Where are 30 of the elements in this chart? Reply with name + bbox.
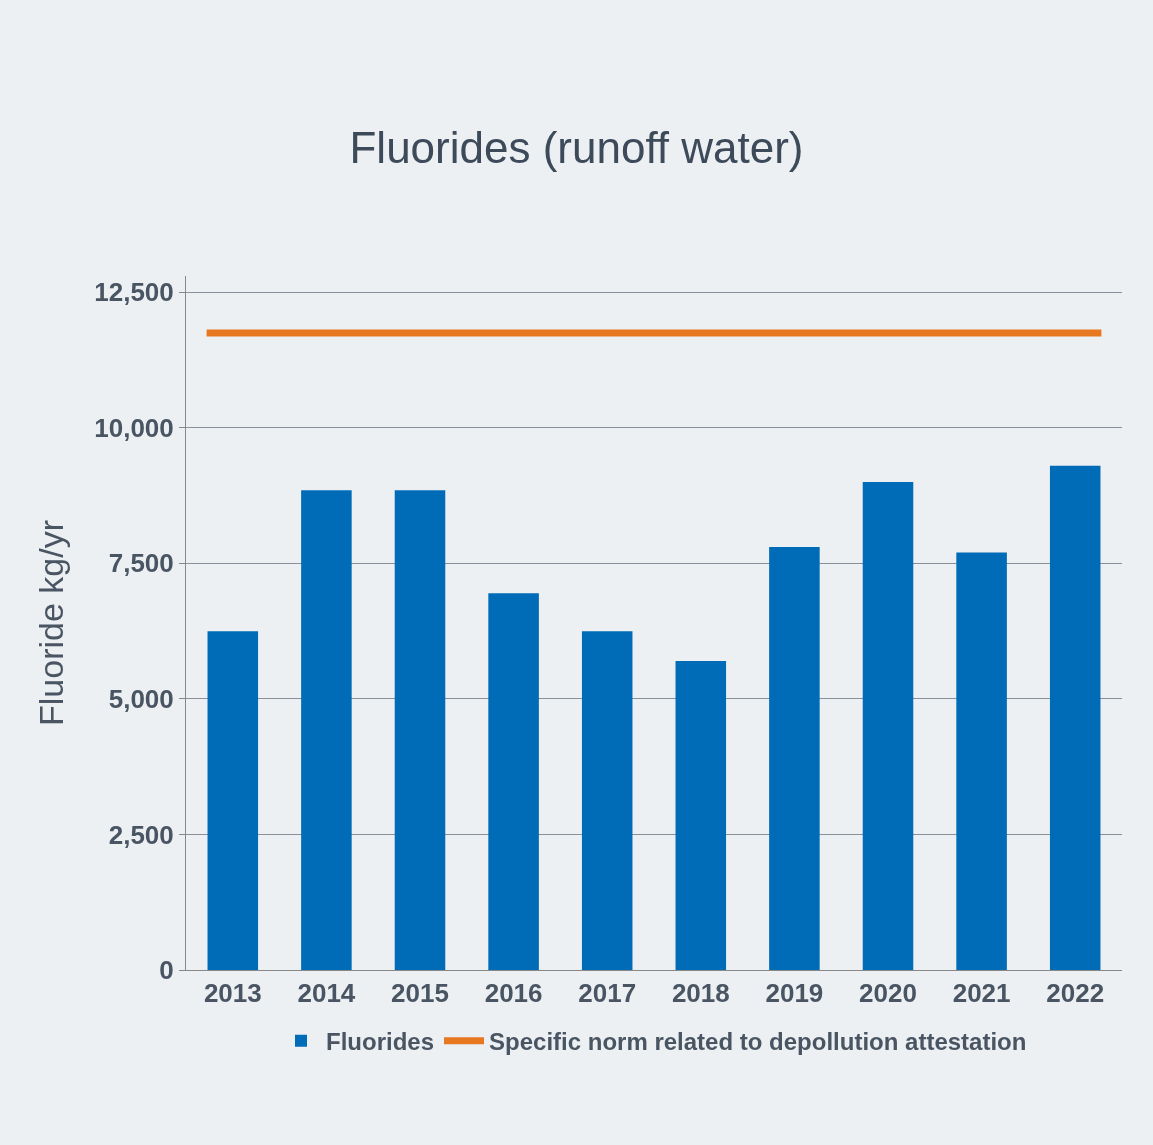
bar xyxy=(862,482,914,970)
x-tick-label: 2018 xyxy=(671,978,730,1009)
x-tick-label: 2013 xyxy=(203,978,262,1009)
bar xyxy=(675,660,727,970)
bar xyxy=(394,490,446,970)
x-tick-label: 2022 xyxy=(1046,978,1105,1009)
bar xyxy=(769,547,820,970)
x-tick-label: 2016 xyxy=(484,978,543,1009)
x-tick-label: 2020 xyxy=(859,978,917,1009)
y-tick-label: 0 xyxy=(159,955,174,986)
y-tick-label: 5,000 xyxy=(108,684,174,715)
y-tick-label: 12,500 xyxy=(94,277,174,308)
y-axis-title: Fluoride kg/yr xyxy=(31,520,70,726)
bar xyxy=(581,631,633,970)
bar xyxy=(488,593,539,970)
x-tick-label: 2019 xyxy=(765,978,824,1009)
y-tick-label: 10,000 xyxy=(94,412,174,443)
bar xyxy=(956,552,1007,970)
legend-label: Fluorides xyxy=(326,1028,435,1056)
x-tick-label: 2015 xyxy=(391,978,449,1009)
y-tick-label: 7,500 xyxy=(108,548,174,579)
bar xyxy=(1049,465,1101,970)
x-tick-label: 2017 xyxy=(578,978,637,1009)
x-tick-label: 2014 xyxy=(297,978,356,1009)
legend-label: Specific norm related to depollution attestation xyxy=(489,1028,1027,1056)
x-tick-label: 2021 xyxy=(952,978,1011,1009)
y-tick-label: 2,500 xyxy=(108,819,174,850)
bar xyxy=(301,490,352,970)
bar xyxy=(207,631,259,970)
chart-title: Fluorides (runoff water) xyxy=(349,123,804,173)
